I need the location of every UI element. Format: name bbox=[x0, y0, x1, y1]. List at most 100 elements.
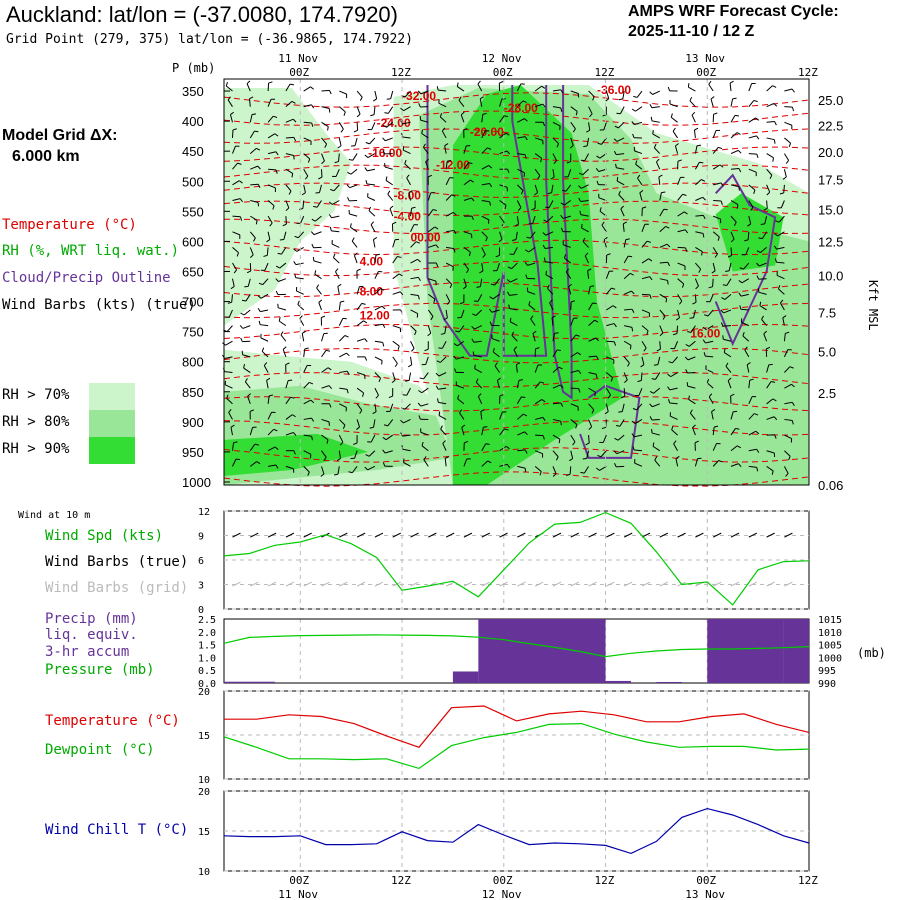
wind-barb-flag bbox=[597, 454, 602, 458]
wind-barb-flag bbox=[578, 370, 582, 375]
wind-barb bbox=[548, 200, 554, 208]
wind-barb-flag bbox=[382, 437, 387, 441]
wind-barb bbox=[421, 445, 429, 452]
wind-barb-flag bbox=[753, 99, 758, 103]
wind-barb bbox=[776, 275, 785, 280]
wind-barb-true bbox=[428, 532, 437, 538]
wind-barb bbox=[581, 184, 589, 189]
wind-barb bbox=[321, 121, 329, 127]
wind-barb bbox=[766, 102, 775, 108]
wind-barb-flag bbox=[233, 269, 237, 274]
wind-barb bbox=[638, 387, 643, 396]
wind-barb bbox=[766, 416, 775, 420]
wind-barb-flag bbox=[514, 223, 519, 227]
wind-barb bbox=[374, 356, 383, 361]
wind-barb-flag bbox=[540, 158, 543, 163]
wind-barb bbox=[766, 465, 774, 472]
wind-barb-flag bbox=[629, 345, 632, 350]
wind-barb bbox=[605, 271, 610, 279]
wind-barb bbox=[247, 278, 251, 287]
wind-barb bbox=[705, 340, 714, 344]
wind-barb bbox=[314, 273, 322, 280]
wind-barb bbox=[385, 179, 393, 186]
wind-barb bbox=[303, 382, 310, 389]
wind-barb-flag bbox=[340, 128, 344, 133]
wind-barb bbox=[499, 200, 507, 206]
wind-barb-grid bbox=[303, 581, 312, 587]
wind-barb bbox=[535, 416, 544, 420]
wind-barb bbox=[351, 240, 358, 248]
wind-barb-flag bbox=[632, 408, 637, 411]
wind-barb bbox=[675, 458, 679, 467]
height-tick-label: 10.0 bbox=[818, 269, 843, 284]
wind-barb bbox=[446, 229, 455, 233]
wind-barb bbox=[321, 137, 328, 145]
time-tick-label-bottom: 12Z bbox=[595, 874, 615, 887]
wind-barb bbox=[242, 354, 251, 358]
wind-barb-flag bbox=[280, 331, 284, 336]
wind-barb-flag bbox=[298, 207, 304, 211]
wind-barb bbox=[481, 114, 484, 123]
wind-barb bbox=[603, 239, 607, 248]
wind-barb bbox=[562, 215, 571, 219]
wind-barb bbox=[605, 90, 610, 99]
time-tick-label-top: 00Z bbox=[289, 66, 309, 79]
wind-barb bbox=[410, 356, 413, 365]
wind-barb bbox=[694, 278, 699, 287]
precip-tick-label: 2.0 bbox=[198, 628, 216, 639]
wind-barb bbox=[285, 380, 289, 389]
wind-barb-true bbox=[766, 532, 775, 538]
wind-barb bbox=[588, 302, 593, 311]
time-tick-label-bottom: 12Z bbox=[391, 874, 411, 887]
cloud-outline bbox=[579, 384, 641, 459]
wind-barb bbox=[654, 459, 661, 467]
wind-barb bbox=[730, 428, 736, 436]
legend-temperature: Temperature (°C) bbox=[2, 217, 137, 233]
wind-barb bbox=[285, 432, 294, 436]
wind-barb bbox=[442, 443, 447, 451]
wind-barb-flag bbox=[530, 315, 534, 320]
wind-barb bbox=[730, 215, 737, 223]
rh90-area bbox=[452, 85, 623, 485]
wind-barb bbox=[570, 317, 575, 326]
wind-barb-flag bbox=[356, 426, 360, 430]
wind-barb bbox=[285, 101, 293, 108]
wind-barb-flag bbox=[504, 205, 507, 210]
wind-barb bbox=[374, 90, 378, 99]
wind-barb-flag bbox=[230, 286, 235, 290]
wind-barb bbox=[528, 247, 536, 253]
wind-barb-flag bbox=[578, 185, 582, 189]
wind-barb-flag bbox=[237, 162, 242, 165]
wind-barb-flag bbox=[692, 301, 697, 305]
wind-barb-flag bbox=[275, 290, 279, 295]
wind-barb bbox=[623, 272, 631, 280]
wind-barb bbox=[764, 216, 768, 225]
dewpoint-label: Dewpoint (°C) bbox=[45, 742, 155, 758]
wind-barb bbox=[534, 381, 541, 389]
wind-barb-flag bbox=[398, 273, 403, 277]
wind-barb bbox=[392, 273, 400, 280]
wind-barb bbox=[250, 200, 259, 203]
wind-barb-flag bbox=[714, 253, 718, 258]
wind-barb bbox=[606, 372, 613, 379]
wind-barb-flag bbox=[702, 233, 705, 238]
wind-barb bbox=[669, 387, 678, 391]
wind-barb-flag bbox=[558, 439, 561, 444]
wind-barb bbox=[515, 231, 518, 240]
wind-barb bbox=[321, 153, 325, 162]
temperature-contour-label: -8.00 bbox=[394, 188, 422, 202]
wind-barb-flag bbox=[701, 179, 706, 182]
wind-barb bbox=[445, 194, 453, 201]
wind-barb bbox=[552, 121, 561, 127]
wind-barb bbox=[367, 196, 376, 201]
wind-barb bbox=[267, 133, 276, 139]
wind-barb-flag bbox=[453, 230, 457, 235]
wind-barb-grid bbox=[712, 581, 722, 587]
pressure-tick-label: 500 bbox=[182, 174, 204, 189]
wind-barb-flag bbox=[583, 145, 588, 148]
wind-barb bbox=[445, 211, 454, 217]
wind-barb-grid bbox=[250, 581, 259, 587]
wind-barb-flag bbox=[453, 355, 457, 360]
wind-barb-flag bbox=[247, 393, 251, 397]
